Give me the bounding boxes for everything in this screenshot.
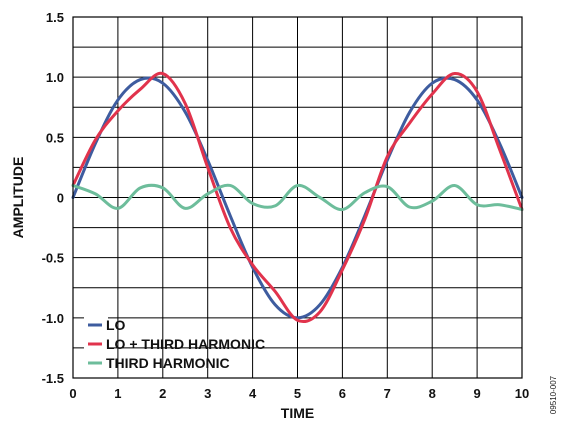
y-axis-label: AMPLITUDE	[10, 157, 26, 239]
figure-id: 09510-007	[549, 375, 558, 414]
x-axis-label: TIME	[281, 405, 314, 421]
y-tick-labels: 1.5 1.0 0.5 0 -0.5 -1.0 -1.5	[42, 10, 64, 386]
y-tick-label: -1.0	[42, 311, 64, 326]
x-tick-label: 4	[249, 386, 257, 401]
x-tick-label: 5	[294, 386, 301, 401]
x-tick-label: 7	[384, 386, 391, 401]
x-tick-label: 2	[159, 386, 166, 401]
legend-label-lo-plus-third-harmonic: LO + THIRD HARMONIC	[106, 336, 265, 352]
y-tick-label: -1.5	[42, 371, 64, 386]
grid-layer	[72, 16, 523, 379]
y-tick-label: 0.5	[46, 130, 64, 145]
legend: LO LO + THIRD HARMONIC THIRD HARMONIC	[84, 317, 265, 371]
plot-frame	[72, 16, 523, 379]
y-tick-label: 1.0	[46, 70, 64, 85]
x-tick-label: 3	[204, 386, 211, 401]
x-tick-labels: 0 1 2 3 4 5 6 7 8 9 10	[69, 386, 529, 401]
series-line-lo-plus-third-harmonic	[71, 71, 524, 324]
y-tick-label: -0.5	[42, 251, 64, 266]
y-tick-label: 0	[57, 191, 64, 206]
x-tick-label: 9	[473, 386, 480, 401]
y-tick-label: 1.5	[46, 10, 64, 25]
legend-label-third-harmonic: THIRD HARMONIC	[106, 355, 230, 371]
x-tick-label: 0	[69, 386, 76, 401]
x-tick-label: 8	[429, 386, 436, 401]
x-tick-label: 1	[114, 386, 121, 401]
series-line-third-harmonic	[71, 183, 524, 212]
x-tick-label: 6	[339, 386, 346, 401]
x-tick-label: 10	[515, 386, 529, 401]
legend-label-lo: LO	[106, 317, 126, 333]
series-layer	[71, 71, 524, 324]
